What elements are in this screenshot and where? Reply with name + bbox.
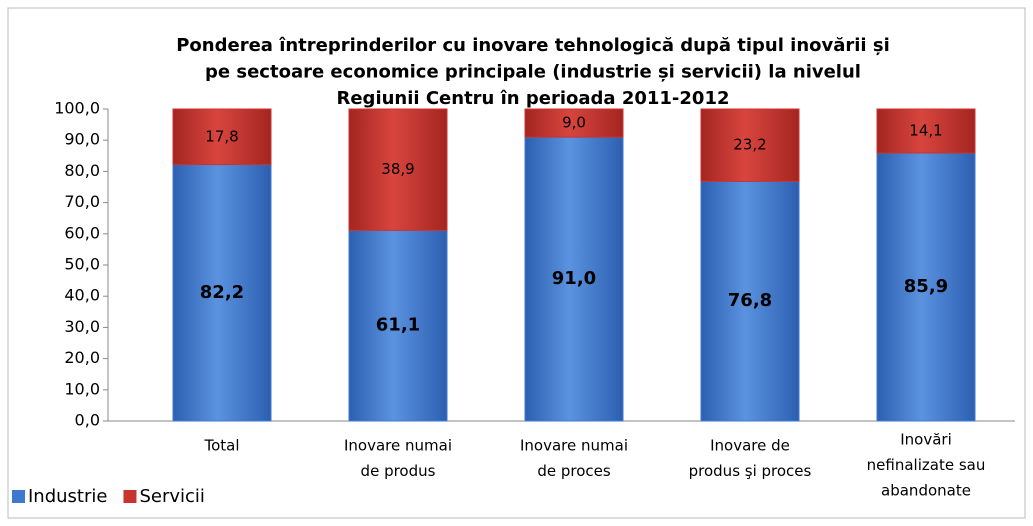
x-tick-label: de proces	[537, 462, 611, 480]
value-label: 61,1	[376, 315, 420, 336]
x-tick-label: de produs	[361, 462, 436, 480]
value-label: 23,2	[733, 136, 766, 154]
bar-segment	[524, 108, 624, 138]
y-tick-label: 30,0	[64, 317, 100, 336]
value-label: 17,8	[205, 127, 238, 145]
value-label: 38,9	[381, 160, 414, 178]
x-tick-label: Total	[203, 437, 239, 455]
bar-segment	[172, 164, 272, 422]
chart-frame	[7, 7, 1026, 519]
x-tick-label: Inovări	[900, 431, 952, 449]
legend-swatch	[12, 490, 25, 503]
bar-segment	[524, 136, 624, 422]
y-tick-label: 40,0	[64, 286, 100, 305]
value-label: 76,8	[728, 290, 772, 311]
y-tick-label: 90,0	[64, 130, 100, 149]
x-tick-label: nefinalizate sau	[867, 456, 986, 474]
x-tick-label: produs şi proces	[689, 462, 812, 480]
bar-segment	[348, 229, 448, 422]
bar-segment	[876, 108, 976, 154]
x-tick-label: Inovare numai	[344, 437, 452, 455]
bar-segment	[700, 108, 800, 182]
x-tick-label: abandonate	[881, 482, 971, 500]
x-tick-label: Inovare numai	[520, 437, 628, 455]
y-tick-label: 10,0	[64, 379, 100, 398]
bar-segment	[876, 152, 976, 422]
value-label: 14,1	[909, 121, 942, 139]
y-tick-label: 80,0	[64, 161, 100, 180]
value-label: 85,9	[904, 276, 948, 297]
legend-swatch	[123, 490, 137, 503]
x-tick-label: Inovare de	[710, 437, 790, 455]
y-tick-label: 0,0	[75, 411, 100, 430]
y-tick-label: 60,0	[64, 223, 100, 242]
legend-label: Servicii	[139, 486, 204, 507]
value-label: 82,2	[200, 282, 244, 303]
bar-segment	[348, 108, 448, 231]
chart-title: pe sectoare economice principale (indust…	[205, 62, 861, 83]
bar-segment	[172, 108, 272, 166]
y-tick-label: 20,0	[64, 348, 100, 367]
chart-title: Regiunii Centru în perioada 2011-2012	[336, 88, 729, 109]
value-label: 91,0	[552, 268, 596, 289]
bar-segment	[700, 180, 800, 422]
chart-title: Ponderea întreprinderilor cu inovare teh…	[176, 35, 890, 56]
y-tick-label: 100,0	[54, 99, 100, 118]
y-tick-label: 50,0	[64, 255, 100, 274]
legend-label: Industrie	[28, 486, 107, 507]
value-label: 9,0	[562, 114, 586, 132]
y-tick-label: 70,0	[64, 192, 100, 211]
